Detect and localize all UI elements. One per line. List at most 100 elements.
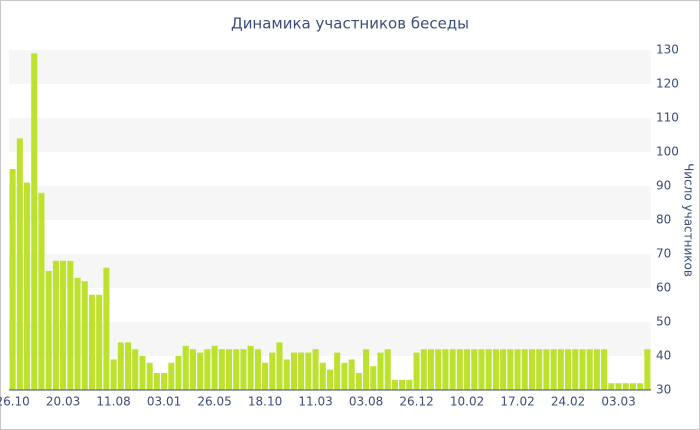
- x-tick-label: 03.01: [147, 395, 181, 409]
- bar: [413, 352, 420, 390]
- bar: [622, 383, 629, 390]
- bar: [449, 349, 456, 390]
- x-tick-label: 10.02: [450, 395, 484, 409]
- bar: [341, 362, 348, 390]
- x-tick-label: 03.08: [349, 395, 383, 409]
- bar: [543, 349, 550, 390]
- bar: [514, 349, 521, 390]
- x-tick-label: 26.12: [399, 395, 433, 409]
- bar: [240, 349, 247, 390]
- bar: [211, 345, 218, 390]
- bar: [132, 349, 139, 390]
- bar: [492, 349, 499, 390]
- bar: [262, 362, 269, 390]
- y-tick-label: 80: [656, 213, 671, 227]
- bar: [572, 349, 579, 390]
- bar: [557, 349, 564, 390]
- bar: [233, 349, 240, 390]
- bar: [298, 352, 305, 390]
- bar: [45, 271, 52, 390]
- bar: [225, 349, 233, 390]
- bar: [629, 383, 636, 390]
- x-tick-label: 24.02: [551, 395, 585, 409]
- bar: [124, 342, 132, 390]
- bar: [579, 349, 586, 390]
- bar: [38, 192, 45, 390]
- bar: [182, 345, 189, 390]
- y-tick-label: 40: [656, 349, 671, 363]
- bar: [334, 352, 341, 390]
- x-tick-label: 20.03: [46, 395, 80, 409]
- bar: [24, 182, 31, 390]
- grid-stripe: [9, 50, 651, 84]
- x-tick-label: 03.03: [601, 395, 635, 409]
- bar: [276, 342, 283, 390]
- bar: [117, 342, 124, 390]
- bar: [485, 349, 492, 390]
- bar: [536, 349, 543, 390]
- grid-stripe: [9, 186, 651, 220]
- y-tick-label: 90: [656, 179, 671, 193]
- bar: [52, 260, 59, 390]
- x-tick-label: 26.05: [197, 395, 231, 409]
- bar: [500, 349, 507, 390]
- y-tick-label: 100: [656, 145, 679, 159]
- grid-stripe: [9, 118, 651, 152]
- bar: [67, 260, 74, 390]
- bar: [139, 356, 146, 390]
- bar: [406, 379, 413, 390]
- bar: [254, 349, 261, 390]
- bar: [31, 53, 38, 391]
- bar: [478, 349, 485, 390]
- bar: [601, 349, 608, 390]
- bar: [81, 281, 88, 390]
- bar: [161, 373, 168, 390]
- bar: [528, 349, 536, 390]
- grid-stripe: [9, 254, 651, 288]
- bar: [355, 373, 362, 390]
- bar: [269, 352, 276, 390]
- x-tick-label: 17.02: [500, 395, 534, 409]
- bar: [420, 349, 427, 390]
- bar: [456, 349, 463, 390]
- bar: [175, 356, 182, 390]
- bar: [370, 366, 377, 390]
- bar: [384, 349, 391, 390]
- bar: [9, 169, 16, 390]
- bar: [608, 383, 615, 390]
- bar: [60, 260, 67, 390]
- bar: [283, 359, 290, 390]
- bar: [521, 349, 528, 390]
- bar: [16, 138, 23, 390]
- bar: [312, 349, 319, 390]
- x-tick-label: 11.03: [298, 395, 332, 409]
- bar: [644, 349, 651, 390]
- bar: [290, 352, 297, 390]
- bar: [464, 349, 471, 390]
- bar: [168, 362, 175, 390]
- bar: [96, 294, 103, 390]
- bar: [399, 379, 406, 390]
- bar: [88, 294, 95, 390]
- bar: [363, 349, 370, 390]
- x-tick-label: 26.10: [0, 395, 30, 409]
- bar: [593, 349, 600, 390]
- bar: [305, 352, 312, 390]
- bar: [442, 349, 449, 390]
- bar: [565, 349, 572, 390]
- y-tick-label: 120: [656, 77, 679, 91]
- bar: [586, 349, 593, 390]
- chart-title: Динамика участников беседы: [231, 15, 469, 33]
- bar: [204, 349, 211, 390]
- bar: [507, 349, 514, 390]
- x-tick-label: 18.10: [248, 395, 282, 409]
- bar: [189, 349, 196, 390]
- bar: [637, 383, 644, 390]
- y-axis-title: Число участников: [682, 163, 696, 277]
- bar: [435, 349, 442, 390]
- y-tick-label: 130: [656, 43, 679, 57]
- x-tick-label: 11.08: [96, 395, 130, 409]
- bar: [146, 362, 153, 390]
- y-tick-label: 50: [656, 315, 671, 329]
